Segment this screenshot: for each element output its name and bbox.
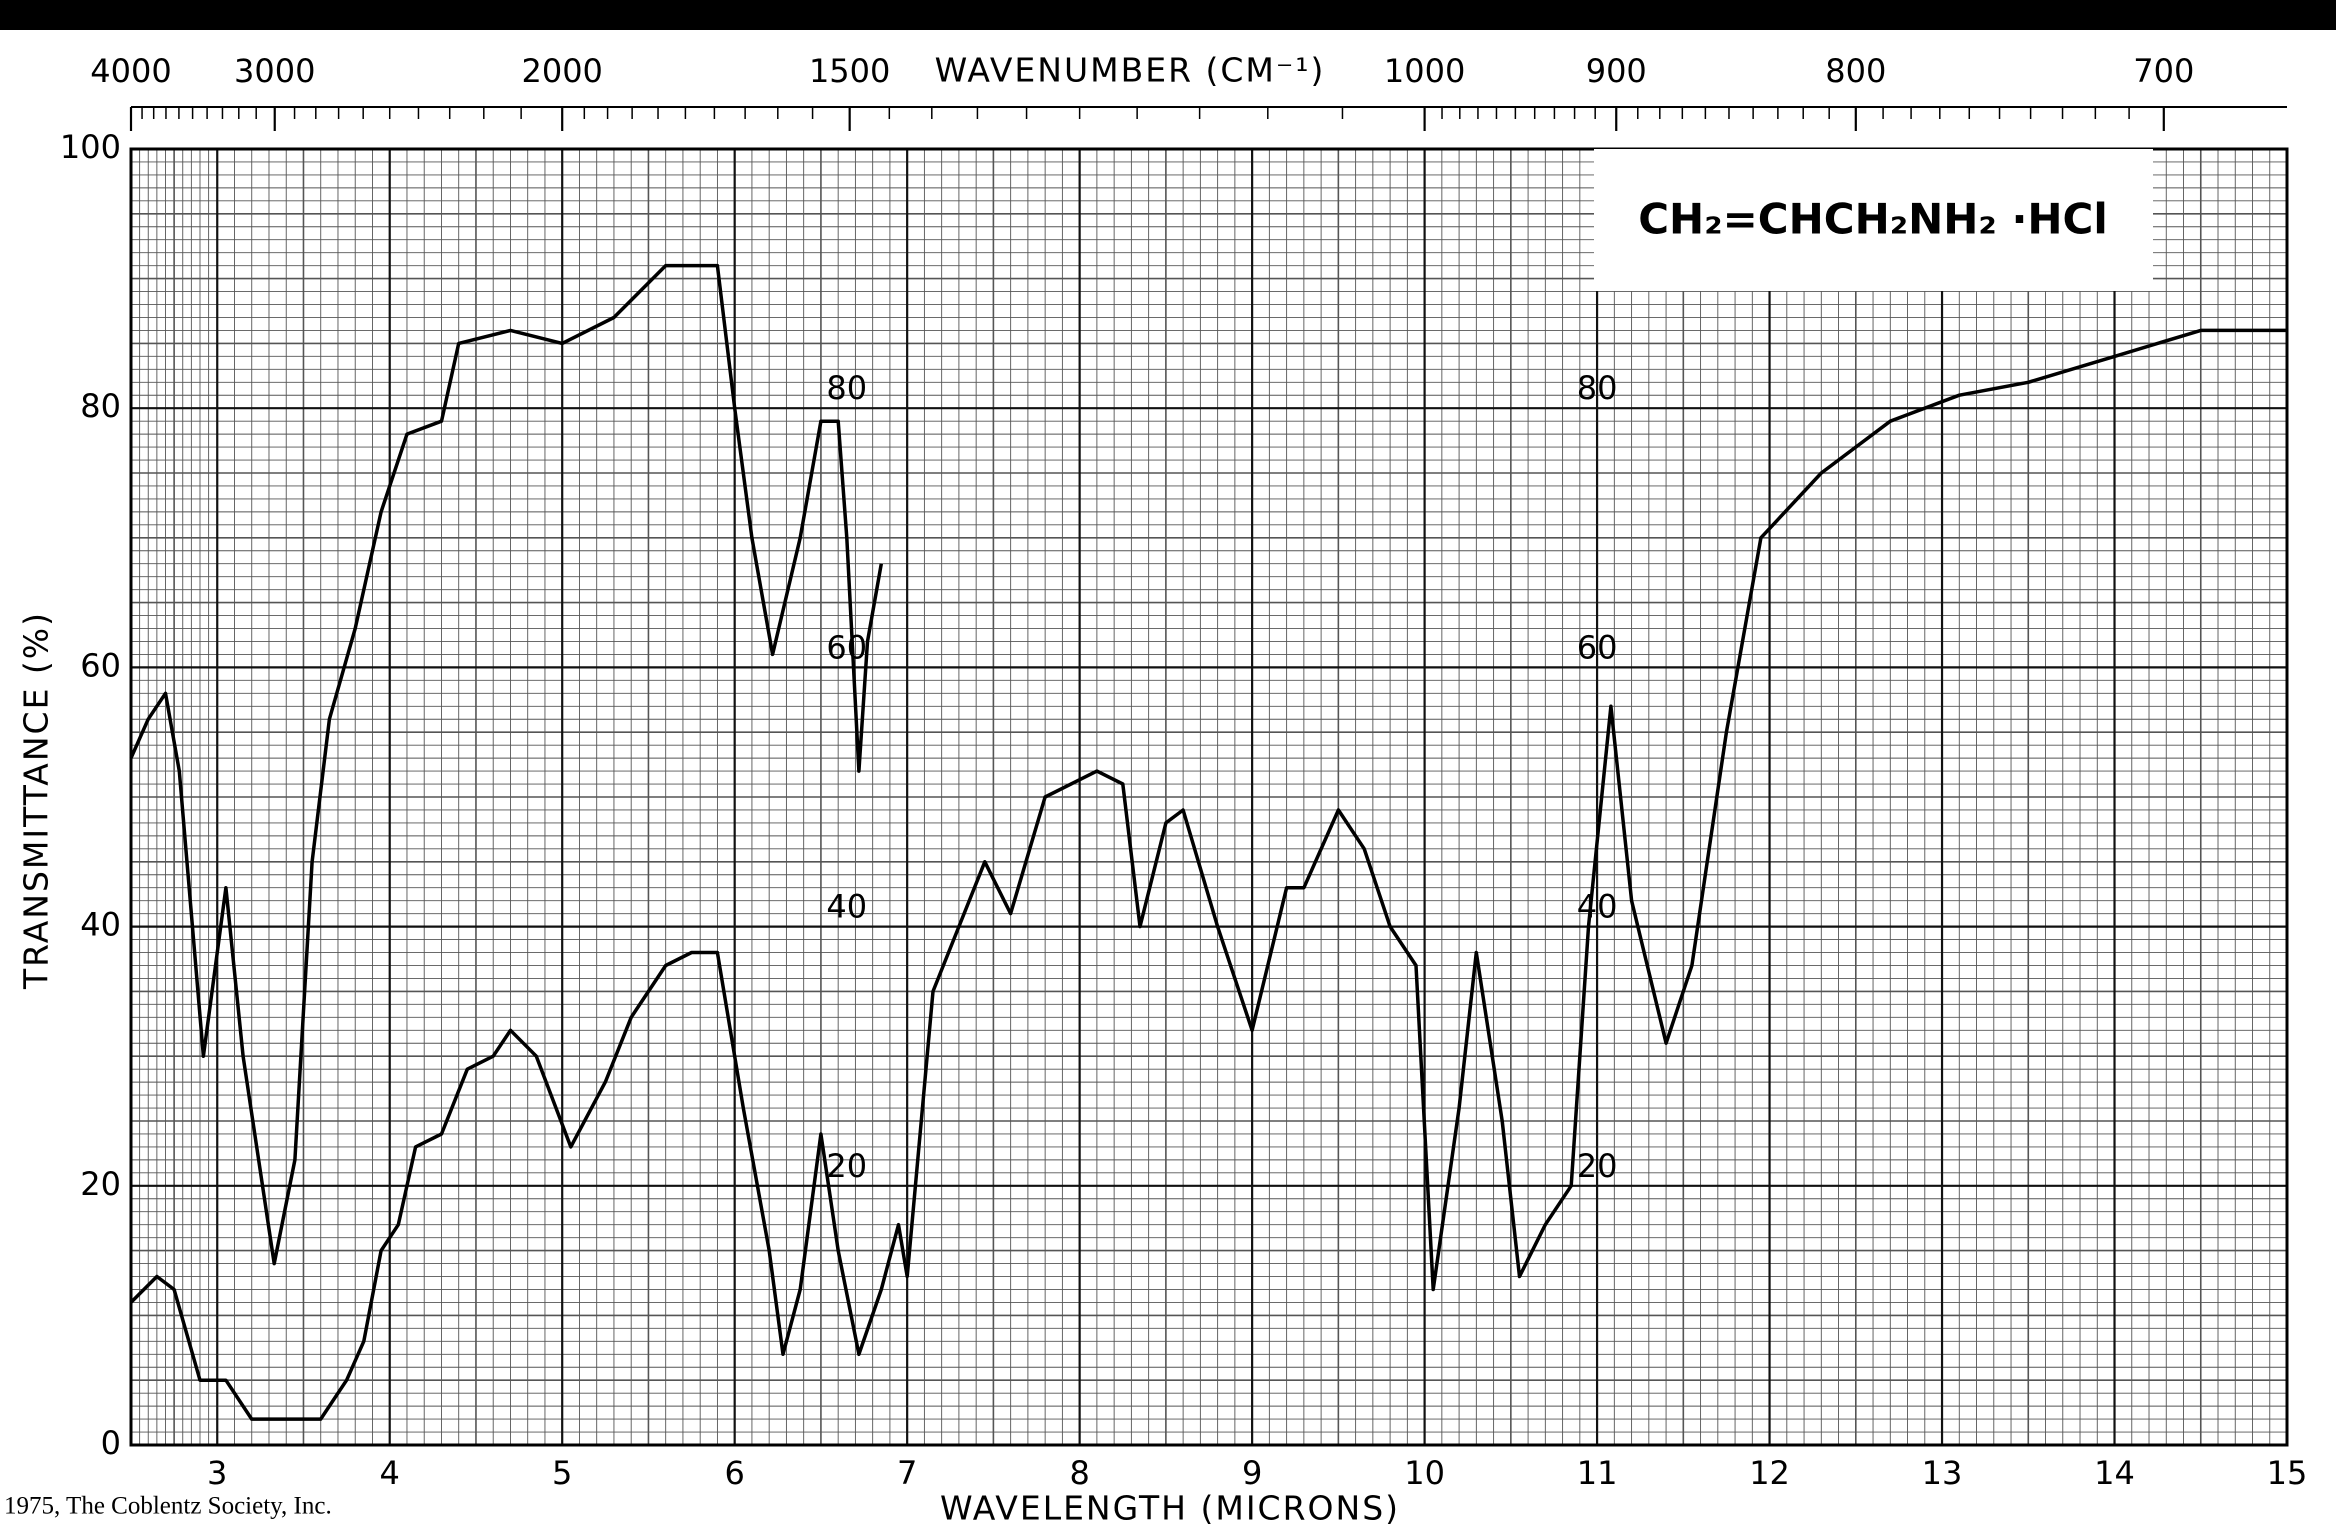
x-tick-label: 4: [380, 1454, 400, 1492]
spectrum-line: [129, 263, 884, 1266]
y-tick-label: 100: [60, 128, 121, 166]
plot: [129, 263, 2287, 1421]
x2-tick-label: 900: [1586, 52, 1647, 90]
x-tick-label: 7: [897, 1454, 917, 1492]
formula: CH₂=CHCH₂NH₂ ·HCl: [1638, 195, 2108, 244]
x-tick-label: 5: [552, 1454, 572, 1492]
formula-box: [1594, 149, 2153, 291]
top-bar: [0, 0, 2336, 30]
y-tick-label: 60: [80, 646, 121, 684]
x-tick-label: 14: [2094, 1454, 2135, 1492]
x-tick-label: 15: [2267, 1454, 2308, 1492]
y-tick-label: 40: [80, 906, 121, 944]
spectrum-line: [129, 328, 2287, 1421]
inner-scale-label: 20: [826, 1147, 867, 1185]
x2-tick-label: 4000: [90, 52, 171, 90]
x2-tick-label: 3000: [234, 52, 315, 90]
inner-scale-label: 40: [1577, 888, 1618, 926]
inner-scale-label: 80: [826, 369, 867, 407]
y-tick-label: 0: [101, 1424, 121, 1462]
x2-tick-label: 1500: [809, 52, 890, 90]
inner-scale-label: 40: [826, 888, 867, 926]
x2-tick-label: 800: [1825, 52, 1886, 90]
x-tick-label: 12: [1749, 1454, 1790, 1492]
inner-scale-label: 80: [1577, 369, 1618, 407]
x-tick-label: 9: [1242, 1454, 1262, 1492]
x2-axis-title: WAVENUMBER (CM⁻¹): [935, 51, 1326, 90]
x-tick-label: 8: [1069, 1454, 1089, 1492]
x2-tick-label: 700: [2133, 52, 2194, 90]
x-tick-label: 10: [1404, 1454, 1445, 1492]
plot-frame: [129, 147, 2289, 1447]
x-tick-label: 13: [1922, 1454, 1963, 1492]
x-axis-title: WAVELENGTH (MICRONS): [940, 1489, 1400, 1528]
grid: [129, 106, 2289, 1447]
inner-scale-label: 20: [1577, 1147, 1618, 1185]
x2-tick-label: 2000: [521, 52, 602, 90]
y-tick-label: 20: [80, 1165, 121, 1203]
x2-tick-label: 1000: [1384, 52, 1465, 90]
y-tick-label: 80: [80, 387, 121, 425]
x-tick-label: 3: [207, 1454, 227, 1492]
copyright: 1975, The Coblentz Society, Inc.: [4, 1493, 332, 1520]
x-tick-label: 11: [1577, 1454, 1618, 1492]
inner-scale-label: 60: [826, 628, 867, 666]
inner-scale-label: 60: [1577, 628, 1618, 666]
y-axis-title: TRANSMITTANCE (%): [17, 611, 56, 990]
x-tick-label: 6: [725, 1454, 745, 1492]
